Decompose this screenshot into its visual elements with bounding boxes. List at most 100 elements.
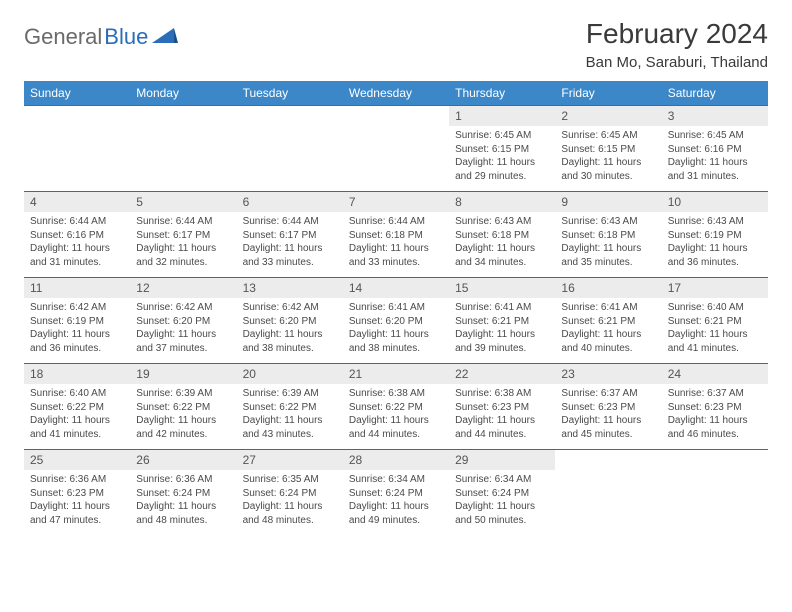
day-details: Sunrise: 6:37 AMSunset: 6:23 PMDaylight:… (662, 384, 768, 447)
calendar-cell: 27Sunrise: 6:35 AMSunset: 6:24 PMDayligh… (237, 450, 343, 536)
weekday-header: Monday (130, 81, 236, 106)
logo-text-general: General (24, 24, 102, 50)
calendar-cell: 11Sunrise: 6:42 AMSunset: 6:19 PMDayligh… (24, 278, 130, 364)
calendar-cell: 13Sunrise: 6:42 AMSunset: 6:20 PMDayligh… (237, 278, 343, 364)
calendar-cell: 24Sunrise: 6:37 AMSunset: 6:23 PMDayligh… (662, 364, 768, 450)
calendar-cell: 4Sunrise: 6:44 AMSunset: 6:16 PMDaylight… (24, 192, 130, 278)
day-details: Sunrise: 6:42 AMSunset: 6:19 PMDaylight:… (24, 298, 130, 361)
day-details: Sunrise: 6:37 AMSunset: 6:23 PMDaylight:… (555, 384, 661, 447)
calendar-cell: 12Sunrise: 6:42 AMSunset: 6:20 PMDayligh… (130, 278, 236, 364)
day-details: Sunrise: 6:43 AMSunset: 6:18 PMDaylight:… (449, 212, 555, 275)
day-number: 3 (662, 106, 768, 126)
day-details: Sunrise: 6:43 AMSunset: 6:19 PMDaylight:… (662, 212, 768, 275)
weekday-header: Tuesday (237, 81, 343, 106)
calendar-cell: 10Sunrise: 6:43 AMSunset: 6:19 PMDayligh… (662, 192, 768, 278)
day-number: 25 (24, 450, 130, 470)
calendar-cell: 6Sunrise: 6:44 AMSunset: 6:17 PMDaylight… (237, 192, 343, 278)
logo-text-blue: Blue (104, 24, 148, 50)
day-number: 19 (130, 364, 236, 384)
calendar-cell: 18Sunrise: 6:40 AMSunset: 6:22 PMDayligh… (24, 364, 130, 450)
day-number: 5 (130, 192, 236, 212)
day-number: 23 (555, 364, 661, 384)
calendar-cell: 23Sunrise: 6:37 AMSunset: 6:23 PMDayligh… (555, 364, 661, 450)
weekday-header: Sunday (24, 81, 130, 106)
day-details: Sunrise: 6:41 AMSunset: 6:21 PMDaylight:… (555, 298, 661, 361)
day-details: Sunrise: 6:44 AMSunset: 6:17 PMDaylight:… (130, 212, 236, 275)
day-number: 7 (343, 192, 449, 212)
day-number: 21 (343, 364, 449, 384)
calendar-cell (24, 106, 130, 192)
day-details: Sunrise: 6:39 AMSunset: 6:22 PMDaylight:… (237, 384, 343, 447)
day-number: 12 (130, 278, 236, 298)
day-number: 26 (130, 450, 236, 470)
day-number: 13 (237, 278, 343, 298)
weekday-header: Saturday (662, 81, 768, 106)
calendar-cell: 15Sunrise: 6:41 AMSunset: 6:21 PMDayligh… (449, 278, 555, 364)
calendar-cell: 17Sunrise: 6:40 AMSunset: 6:21 PMDayligh… (662, 278, 768, 364)
calendar-table: SundayMondayTuesdayWednesdayThursdayFrid… (24, 81, 768, 536)
calendar-cell: 1Sunrise: 6:45 AMSunset: 6:15 PMDaylight… (449, 106, 555, 192)
calendar-cell (555, 450, 661, 536)
day-details: Sunrise: 6:40 AMSunset: 6:22 PMDaylight:… (24, 384, 130, 447)
day-details: Sunrise: 6:38 AMSunset: 6:23 PMDaylight:… (449, 384, 555, 447)
logo-triangle-icon (152, 26, 178, 49)
day-details: Sunrise: 6:44 AMSunset: 6:16 PMDaylight:… (24, 212, 130, 275)
calendar-cell: 3Sunrise: 6:45 AMSunset: 6:16 PMDaylight… (662, 106, 768, 192)
calendar-cell: 19Sunrise: 6:39 AMSunset: 6:22 PMDayligh… (130, 364, 236, 450)
calendar-cell (130, 106, 236, 192)
day-details: Sunrise: 6:45 AMSunset: 6:16 PMDaylight:… (662, 126, 768, 189)
day-details: Sunrise: 6:42 AMSunset: 6:20 PMDaylight:… (237, 298, 343, 361)
day-details: Sunrise: 6:44 AMSunset: 6:17 PMDaylight:… (237, 212, 343, 275)
day-number: 24 (662, 364, 768, 384)
day-number: 10 (662, 192, 768, 212)
calendar-cell: 7Sunrise: 6:44 AMSunset: 6:18 PMDaylight… (343, 192, 449, 278)
day-details: Sunrise: 6:38 AMSunset: 6:22 PMDaylight:… (343, 384, 449, 447)
day-details: Sunrise: 6:43 AMSunset: 6:18 PMDaylight:… (555, 212, 661, 275)
calendar-cell (343, 106, 449, 192)
calendar-cell (662, 450, 768, 536)
weekday-header: Thursday (449, 81, 555, 106)
day-details: Sunrise: 6:41 AMSunset: 6:20 PMDaylight:… (343, 298, 449, 361)
logo: GeneralBlue (24, 24, 178, 50)
day-number: 14 (343, 278, 449, 298)
day-details: Sunrise: 6:34 AMSunset: 6:24 PMDaylight:… (343, 470, 449, 533)
calendar-cell: 2Sunrise: 6:45 AMSunset: 6:15 PMDaylight… (555, 106, 661, 192)
calendar-cell: 5Sunrise: 6:44 AMSunset: 6:17 PMDaylight… (130, 192, 236, 278)
day-number: 2 (555, 106, 661, 126)
day-details: Sunrise: 6:34 AMSunset: 6:24 PMDaylight:… (449, 470, 555, 533)
calendar-cell: 9Sunrise: 6:43 AMSunset: 6:18 PMDaylight… (555, 192, 661, 278)
calendar-cell: 25Sunrise: 6:36 AMSunset: 6:23 PMDayligh… (24, 450, 130, 536)
calendar-cell: 29Sunrise: 6:34 AMSunset: 6:24 PMDayligh… (449, 450, 555, 536)
day-number: 9 (555, 192, 661, 212)
page-title: February 2024 (586, 18, 768, 50)
weekday-header: Friday (555, 81, 661, 106)
day-number: 8 (449, 192, 555, 212)
calendar-cell: 22Sunrise: 6:38 AMSunset: 6:23 PMDayligh… (449, 364, 555, 450)
day-number: 18 (24, 364, 130, 384)
day-details: Sunrise: 6:36 AMSunset: 6:24 PMDaylight:… (130, 470, 236, 533)
day-details: Sunrise: 6:45 AMSunset: 6:15 PMDaylight:… (449, 126, 555, 189)
day-details: Sunrise: 6:42 AMSunset: 6:20 PMDaylight:… (130, 298, 236, 361)
day-number: 20 (237, 364, 343, 384)
day-details: Sunrise: 6:41 AMSunset: 6:21 PMDaylight:… (449, 298, 555, 361)
day-number: 28 (343, 450, 449, 470)
day-details: Sunrise: 6:45 AMSunset: 6:15 PMDaylight:… (555, 126, 661, 189)
day-number: 27 (237, 450, 343, 470)
day-number: 17 (662, 278, 768, 298)
calendar-cell: 20Sunrise: 6:39 AMSunset: 6:22 PMDayligh… (237, 364, 343, 450)
calendar-cell: 8Sunrise: 6:43 AMSunset: 6:18 PMDaylight… (449, 192, 555, 278)
calendar-cell: 26Sunrise: 6:36 AMSunset: 6:24 PMDayligh… (130, 450, 236, 536)
day-number: 4 (24, 192, 130, 212)
day-details: Sunrise: 6:40 AMSunset: 6:21 PMDaylight:… (662, 298, 768, 361)
day-number: 1 (449, 106, 555, 126)
calendar-cell: 14Sunrise: 6:41 AMSunset: 6:20 PMDayligh… (343, 278, 449, 364)
day-details: Sunrise: 6:36 AMSunset: 6:23 PMDaylight:… (24, 470, 130, 533)
day-number: 29 (449, 450, 555, 470)
weekday-header: Wednesday (343, 81, 449, 106)
day-number: 11 (24, 278, 130, 298)
calendar-cell: 16Sunrise: 6:41 AMSunset: 6:21 PMDayligh… (555, 278, 661, 364)
day-details: Sunrise: 6:39 AMSunset: 6:22 PMDaylight:… (130, 384, 236, 447)
day-number: 16 (555, 278, 661, 298)
calendar-cell: 28Sunrise: 6:34 AMSunset: 6:24 PMDayligh… (343, 450, 449, 536)
day-number: 6 (237, 192, 343, 212)
